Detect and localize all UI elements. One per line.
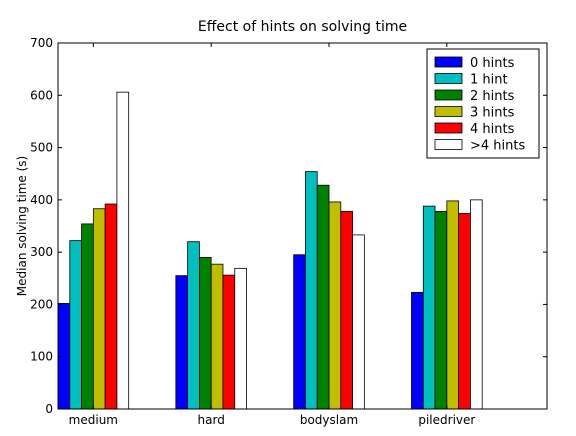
bar-medium-4-hints: [116, 91, 130, 410]
legend-swatch: [434, 73, 463, 84]
y-tick-label: 300: [30, 245, 53, 259]
bar-hard-0-hints: [175, 275, 189, 410]
legend-label: 1 hint: [470, 73, 508, 88]
y-tick-label: 400: [30, 193, 53, 207]
bar-bodyslam-1-hint: [305, 171, 318, 410]
legend-label: 4 hints: [470, 122, 515, 137]
bar-medium-2-hints: [81, 223, 94, 410]
legend-swatch: [434, 89, 463, 101]
y-tick-label: 700: [30, 36, 53, 50]
y-tick-label: 600: [30, 88, 53, 102]
bar-piledriver-4-hints: [470, 199, 483, 410]
x-axis: medium hard bodyslam piledriver: [69, 43, 475, 427]
bar-hard-4-hints: [234, 267, 247, 410]
y-axis: 0 100 200 300 400 500 600 700: [30, 36, 547, 416]
legend-label: 0 hints: [470, 56, 515, 71]
x-tick-label-bodyslam: bodyslam: [300, 413, 358, 427]
bar-bodyslam-0-hints: [293, 254, 306, 410]
bar-piledriver-4-hints: [458, 213, 471, 410]
bar-medium-3-hints: [92, 208, 106, 410]
y-tick-label: 0: [45, 402, 53, 416]
y-tick-label: 100: [30, 350, 53, 364]
x-tick-label-hard: hard: [198, 413, 225, 427]
bar-bodyslam-3-hints: [328, 201, 342, 410]
legend-label: 3 hints: [470, 106, 515, 121]
legend-swatch: [434, 139, 463, 150]
bar-hard-4-hints: [222, 274, 236, 410]
legend-swatch: [434, 106, 463, 117]
legend-label: 2 hints: [470, 89, 515, 104]
bar-piledriver-0-hints: [411, 292, 424, 410]
bars-layer: [57, 91, 483, 410]
legend-swatch: [434, 56, 463, 68]
legend-swatch: [434, 122, 463, 134]
bar-medium-0-hints: [57, 302, 71, 410]
bar-medium-4-hints: [104, 203, 118, 410]
y-axis-label: Median solving time (s): [15, 156, 29, 296]
y-tick-label: 200: [30, 297, 53, 311]
bar-bodyslam-2-hints: [316, 184, 330, 410]
bar-bodyslam-4-hints: [352, 234, 365, 410]
bar-piledriver-3-hints: [446, 200, 460, 410]
plot-area-frame: [57, 42, 548, 410]
x-tick-label-medium: medium: [69, 413, 118, 427]
chart-title: Effect of hints on solving time: [198, 19, 407, 35]
bar-piledriver-2-hints: [434, 210, 448, 410]
x-tick-label-piledriver: piledriver: [418, 413, 475, 427]
bar-hard-2-hints: [198, 256, 212, 410]
bar-bodyslam-4-hints: [340, 210, 353, 410]
bar-hard-1-hint: [187, 241, 200, 410]
bar-hard-3-hints: [210, 263, 224, 410]
y-tick-label: 500: [30, 141, 53, 155]
bar-piledriver-1-hint: [422, 205, 436, 410]
legend-label: >4 hints: [470, 139, 525, 154]
bar-medium-1-hint: [69, 240, 82, 410]
